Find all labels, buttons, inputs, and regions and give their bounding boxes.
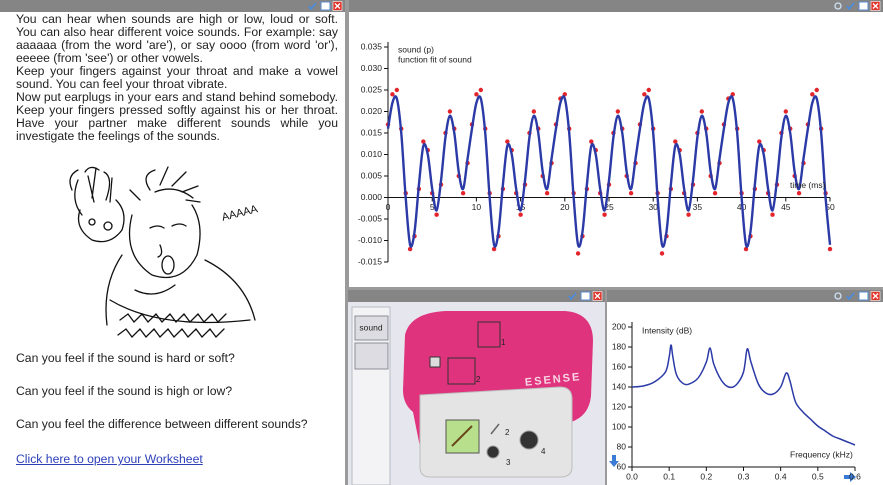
window-button bbox=[321, 2, 330, 10]
data-point bbox=[395, 88, 399, 92]
device-front bbox=[420, 387, 572, 477]
port-label: 2 bbox=[476, 375, 481, 384]
data-point bbox=[700, 109, 704, 113]
data-point bbox=[474, 92, 478, 96]
x-axis-label: time (ms) bbox=[790, 180, 826, 190]
data-point bbox=[461, 191, 465, 195]
data-point bbox=[713, 191, 717, 195]
y-tick-label: 0.030 bbox=[361, 63, 383, 73]
x-tick-label: 0 bbox=[386, 202, 391, 212]
y-tick-label: 160 bbox=[612, 361, 626, 371]
x-tick-label: 0.3 bbox=[738, 471, 750, 481]
y-tick-label: 200 bbox=[612, 321, 626, 331]
legend-entry: sound (p) bbox=[398, 44, 434, 54]
data-point bbox=[616, 109, 620, 113]
question: Can you feel if the sound is high or low… bbox=[16, 384, 232, 398]
y-tick-label: 120 bbox=[612, 401, 626, 411]
x-tick-label: 0.0 bbox=[626, 471, 638, 481]
data-point bbox=[828, 247, 832, 251]
port bbox=[520, 431, 538, 449]
sound-button-label[interactable]: sound bbox=[359, 322, 382, 332]
data-point bbox=[602, 213, 606, 217]
port bbox=[487, 446, 499, 458]
data-point bbox=[660, 251, 664, 255]
legend-entry: function fit of sound bbox=[398, 54, 472, 64]
y-tick-label: -0.005 bbox=[358, 213, 382, 223]
title-bar bbox=[349, 0, 883, 12]
y-tick-label: 180 bbox=[612, 341, 626, 351]
y-axis-label: Intensity (dB) bbox=[642, 325, 692, 335]
data-point bbox=[810, 92, 814, 96]
window-button bbox=[581, 292, 590, 300]
page: AAAAA sound ESENSE 1 2 2 3 4 -0.015-0.01… bbox=[0, 0, 883, 485]
data-point bbox=[642, 92, 646, 96]
data-point bbox=[815, 88, 819, 92]
x-tick-label: 0.6 bbox=[849, 471, 861, 481]
paragraph: You can hear when sounds are high or low… bbox=[16, 13, 338, 65]
y-tick-label: 0.025 bbox=[361, 84, 383, 94]
data-point bbox=[545, 191, 549, 195]
y-tick-label: 0.005 bbox=[361, 170, 383, 180]
paragraph: Now put earplugs in your ears and stand … bbox=[16, 91, 338, 143]
data-point bbox=[448, 109, 452, 113]
x-tick-label: 20 bbox=[560, 202, 570, 212]
data-point bbox=[686, 213, 690, 217]
port-label: 3 bbox=[506, 458, 511, 467]
paragraph: Keep your fingers against your throat an… bbox=[16, 65, 338, 91]
title-bar bbox=[348, 290, 605, 302]
data-point bbox=[784, 109, 788, 113]
question: Can you feel if the sound is hard or sof… bbox=[16, 351, 235, 365]
port-label: 1 bbox=[501, 338, 506, 347]
y-tick-label: -0.015 bbox=[358, 256, 382, 266]
x-tick-label: 0.4 bbox=[775, 471, 787, 481]
data-point bbox=[576, 251, 580, 255]
window-button bbox=[859, 2, 868, 10]
y-tick-label: 60 bbox=[617, 461, 627, 471]
data-point bbox=[647, 88, 651, 92]
x-tick-label: 0.5 bbox=[812, 471, 824, 481]
y-tick-label: 0.010 bbox=[361, 149, 383, 159]
window-button bbox=[859, 292, 868, 300]
data-point bbox=[770, 213, 774, 217]
y-tick-label: 100 bbox=[612, 421, 626, 431]
port-label: 2 bbox=[505, 428, 510, 437]
data-point bbox=[797, 191, 801, 195]
x-tick-label: 0.2 bbox=[700, 471, 712, 481]
speaker-icon bbox=[430, 357, 440, 367]
port-label: 4 bbox=[541, 447, 546, 456]
x-tick-label: 35 bbox=[693, 202, 703, 212]
y-tick-label: 0.020 bbox=[361, 106, 383, 116]
x-tick-label: 30 bbox=[648, 202, 658, 212]
title-bar bbox=[0, 0, 345, 12]
x-tick-label: 10 bbox=[472, 202, 482, 212]
worksheet-link[interactable]: Click here to open your Worksheet bbox=[16, 452, 203, 466]
data-point bbox=[532, 109, 536, 113]
x-tick-label: 0.1 bbox=[663, 471, 675, 481]
y-tick-label: 140 bbox=[612, 381, 626, 391]
y-tick-label: 0.035 bbox=[361, 41, 383, 51]
signal-panel bbox=[349, 0, 883, 287]
data-point bbox=[518, 213, 522, 217]
data-point bbox=[629, 191, 633, 195]
empty-button[interactable] bbox=[355, 343, 388, 369]
y-tick-label: 0.000 bbox=[361, 192, 383, 202]
y-tick-label: 80 bbox=[617, 441, 627, 451]
data-point bbox=[390, 92, 394, 96]
x-tick-label: 45 bbox=[781, 202, 791, 212]
y-tick-label: 0.015 bbox=[361, 127, 383, 137]
data-point bbox=[479, 88, 483, 92]
y-tick-label: -0.010 bbox=[358, 235, 382, 245]
data-point bbox=[434, 213, 438, 217]
x-axis-label: Frequency (kHz) bbox=[790, 449, 853, 459]
question: Can you feel the difference between diff… bbox=[16, 417, 308, 431]
